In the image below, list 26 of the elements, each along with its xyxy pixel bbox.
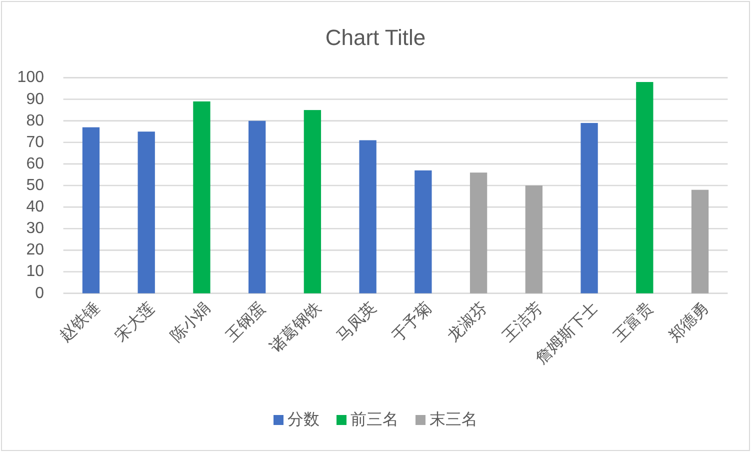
y-tick: 40 xyxy=(26,198,44,216)
y-tick: 30 xyxy=(26,220,44,238)
x-tick: 王钢蛋 xyxy=(223,299,270,346)
y-tick: 60 xyxy=(26,155,44,172)
y-tick: 50 xyxy=(26,177,44,194)
x-tick: 诸葛钢铁 xyxy=(267,299,324,357)
legend-label: 前三名 xyxy=(350,412,398,428)
title: Chart Title xyxy=(325,25,426,50)
x-tick: 龙淑芬 xyxy=(444,299,491,346)
legend-label: 末三名 xyxy=(430,412,478,428)
x-tick: 王富贵 xyxy=(610,299,657,346)
y-tick: 80 xyxy=(26,112,44,130)
y-tick: 90 xyxy=(26,90,44,108)
x-tick: 陈小娟 xyxy=(168,299,214,346)
x-tick: 马凤英 xyxy=(334,299,380,346)
x-tick: 王洁芳 xyxy=(500,299,546,346)
x-tick: 宋大莲 xyxy=(112,299,158,346)
y-tick: 70 xyxy=(26,134,44,151)
x-tick: 郑德勇 xyxy=(666,299,712,346)
x-tick: 于予菊 xyxy=(389,299,436,346)
y-tick: 0 xyxy=(35,284,44,302)
legend-label: 分数 xyxy=(288,412,320,428)
y-tick: 20 xyxy=(26,242,44,259)
y-tick: 10 xyxy=(26,263,44,280)
y-tick: 100 xyxy=(17,69,44,86)
x-tick: 赵铁锤 xyxy=(57,299,103,346)
